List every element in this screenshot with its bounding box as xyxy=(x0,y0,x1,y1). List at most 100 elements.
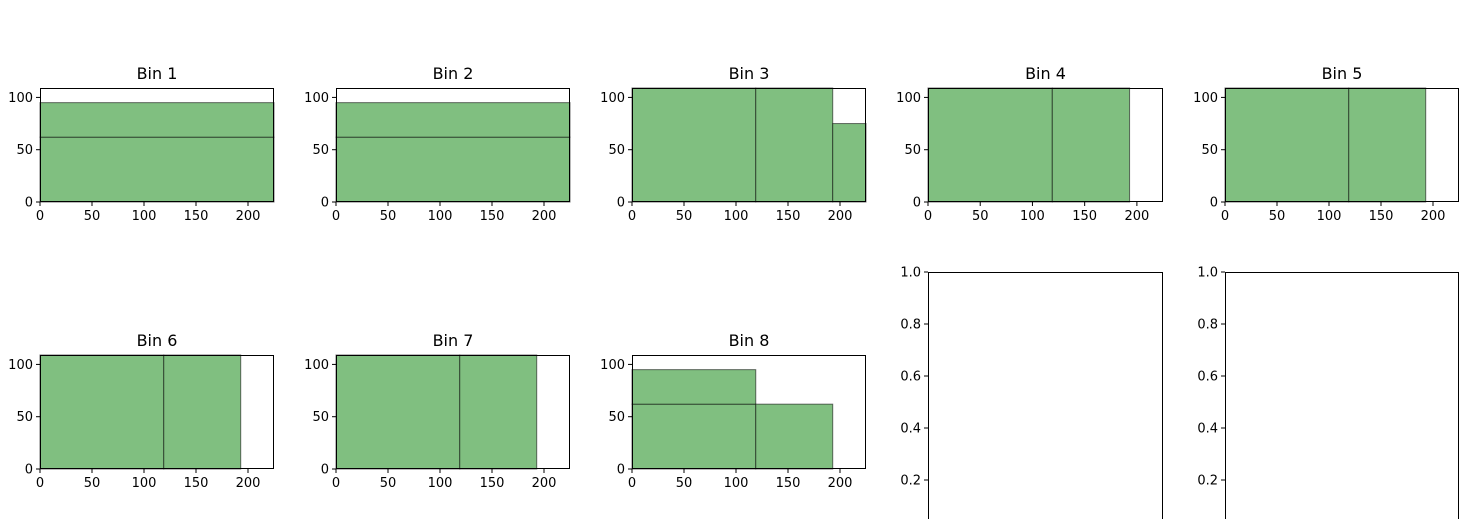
x-tick-label: 100 xyxy=(132,476,157,491)
y-tick-label: 100 xyxy=(304,91,329,106)
x-tick-label: 100 xyxy=(1020,209,1045,224)
item-rect xyxy=(631,369,757,405)
y-tick-label: 0.2 xyxy=(900,474,921,489)
subplot-bin-5: Bin 5 0 50 100 150 200 0 50 100 xyxy=(1193,64,1459,224)
x-tick-label: 0 xyxy=(628,476,636,491)
y-tick-label: 0.4 xyxy=(1197,422,1218,437)
x-tick-label: 200 xyxy=(828,476,853,491)
x-tick-label: 100 xyxy=(724,476,749,491)
subplot-bin-8: Bin 8 0 50 100 150 200 0 50 100 xyxy=(600,331,866,491)
x-tick-label: 50 xyxy=(380,476,397,491)
x-tick-label: 50 xyxy=(84,476,101,491)
y-tick-label: 100 xyxy=(600,358,625,373)
y-tick-label: 0 xyxy=(321,196,329,211)
subplot-title: Bin 5 xyxy=(1322,64,1363,83)
x-tick-label: 0 xyxy=(36,209,44,224)
y-tick-label: 50 xyxy=(608,143,625,158)
x-tick-label: 150 xyxy=(1369,209,1394,224)
y-tick-label: 100 xyxy=(8,358,33,373)
x-tick-label: 50 xyxy=(676,209,693,224)
x-tick-label: 50 xyxy=(84,209,101,224)
x-tick-label: 200 xyxy=(236,209,261,224)
x-tick-label: 200 xyxy=(828,209,853,224)
item-rect xyxy=(335,102,571,138)
axes-frame xyxy=(1225,272,1459,519)
subplot-bin-7: Bin 7 0 50 100 150 200 0 50 100 xyxy=(304,331,570,491)
y-tick-label: 0 xyxy=(1210,196,1218,211)
y-tick-label: 1.0 xyxy=(900,266,921,281)
x-tick-label: 0 xyxy=(628,209,636,224)
x-tick-label: 150 xyxy=(480,209,505,224)
axes-frame xyxy=(632,88,866,202)
x-tick-label: 150 xyxy=(776,209,801,224)
x-tick-label: 100 xyxy=(724,209,749,224)
y-tick-label: 100 xyxy=(896,91,921,106)
y-tick-label: 100 xyxy=(304,358,329,373)
item-rect xyxy=(39,354,165,470)
y-tick-label: 50 xyxy=(16,410,33,425)
x-tick-label: 0 xyxy=(332,209,340,224)
axes-frame xyxy=(928,88,1163,202)
x-tick-label: 100 xyxy=(1317,209,1342,224)
item-rect xyxy=(755,403,834,470)
x-tick-label: 200 xyxy=(1124,209,1149,224)
x-tick-label: 200 xyxy=(236,476,261,491)
item-rect xyxy=(163,354,242,470)
y-tick-label: 100 xyxy=(8,91,33,106)
y-tick-label: 0 xyxy=(25,463,33,478)
y-tick-label: 50 xyxy=(312,410,329,425)
item-rect xyxy=(39,102,275,138)
item-rect xyxy=(755,87,834,203)
axes-frame xyxy=(632,355,866,469)
y-tick-label: 0.8 xyxy=(1197,318,1218,333)
item-rect xyxy=(335,136,571,203)
item-rect xyxy=(1224,87,1350,203)
subplot-bin-1: Bin 1 0 50 100 150 200 0 50 100 xyxy=(8,64,275,224)
axes-frame xyxy=(1225,88,1459,202)
item-rect xyxy=(39,136,275,203)
item-rect xyxy=(1051,87,1131,203)
x-tick-label: 50 xyxy=(972,209,989,224)
x-tick-label: 0 xyxy=(1221,209,1229,224)
x-tick-label: 150 xyxy=(184,476,209,491)
x-tick-label: 200 xyxy=(1421,209,1446,224)
y-tick-label: 100 xyxy=(1193,91,1218,106)
x-tick-label: 0 xyxy=(924,209,932,224)
x-tick-label: 150 xyxy=(1072,209,1097,224)
y-tick-label: 0.2 xyxy=(1197,474,1218,489)
subplot-title: Bin 4 xyxy=(1025,64,1066,83)
item-rect xyxy=(631,403,757,470)
subplot-bin-3: Bin 3 0 50 100 150 200 0 50 100 xyxy=(600,64,867,224)
x-tick-label: 100 xyxy=(132,209,157,224)
subplot-title: Bin 3 xyxy=(729,64,770,83)
axes-frame xyxy=(40,355,274,469)
y-tick-label: 0.6 xyxy=(900,370,921,385)
y-tick-label: 50 xyxy=(1201,143,1218,158)
y-tick-label: 0.6 xyxy=(1197,370,1218,385)
y-tick-label: 0.8 xyxy=(900,318,921,333)
subplot-title: Bin 8 xyxy=(729,331,770,350)
x-tick-label: 200 xyxy=(532,209,557,224)
x-tick-label: 150 xyxy=(776,476,801,491)
x-tick-label: 150 xyxy=(480,476,505,491)
y-tick-label: 0 xyxy=(25,196,33,211)
y-tick-label: 50 xyxy=(608,410,625,425)
axes-frame xyxy=(928,272,1163,519)
item-rect xyxy=(1348,87,1427,203)
x-tick-label: 50 xyxy=(676,476,693,491)
item-rect xyxy=(631,87,757,203)
axes-frame xyxy=(40,88,274,202)
y-tick-label: 0 xyxy=(913,196,921,211)
y-tick-label: 0 xyxy=(617,196,625,211)
x-tick-label: 0 xyxy=(332,476,340,491)
subplot-title: Bin 7 xyxy=(433,331,474,350)
subplot-bin-6: Bin 6 0 50 100 150 200 0 50 100 xyxy=(8,331,274,491)
x-tick-label: 50 xyxy=(380,209,397,224)
item-rect xyxy=(335,354,461,470)
y-tick-label: 0.4 xyxy=(900,422,921,437)
subplot-bin-2: Bin 2 0 50 100 150 200 0 50 100 xyxy=(304,64,571,224)
item-rect xyxy=(832,123,867,203)
x-tick-label: 200 xyxy=(532,476,557,491)
subplot-title: Bin 1 xyxy=(137,64,178,83)
